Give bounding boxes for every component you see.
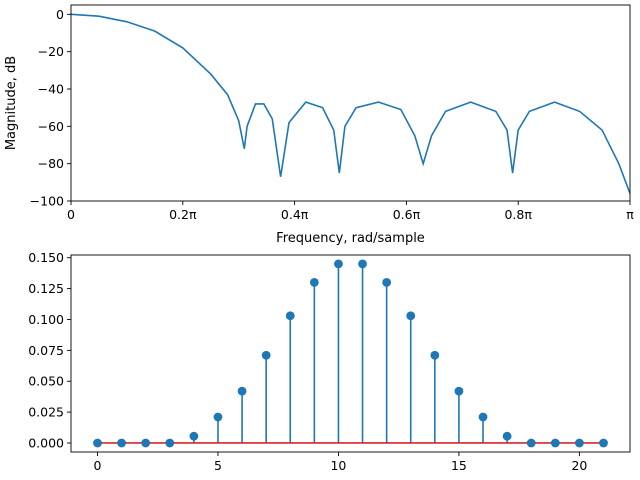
- stem-marker: [550, 438, 560, 448]
- magnitude-plot-frame: [70, 4, 631, 202]
- stem-marker: [358, 259, 367, 269]
- stem-xtick-label: 0: [94, 458, 102, 473]
- stem-chart: 0 5 10 15 20 0.000 0.025 0.050 0.075 0.100 0.125 0.…: [28, 250, 631, 473]
- stem-ytick-label: 0.075: [28, 343, 64, 358]
- magnitude-xtick-label: π: [626, 207, 634, 222]
- stem-marker: [575, 438, 584, 448]
- magnitude-xtick-label: 0.8π: [504, 207, 532, 222]
- stem-xtick-label: 20: [571, 458, 587, 473]
- magnitude-xtick-label: 0.4π: [281, 207, 309, 222]
- magnitude-ytick-label: −100: [30, 194, 64, 209]
- stem-marker: [406, 311, 416, 321]
- stem-ytick-label: 0.100: [28, 312, 64, 327]
- stem-marker: [526, 438, 536, 448]
- magnitude-xtick-label: 0.2π: [169, 207, 197, 222]
- stem-ytick-label: 0.150: [28, 250, 64, 265]
- magnitude-xtick-label: 0.6π: [393, 207, 421, 222]
- stem-marker: [309, 278, 319, 287]
- magnitude-xtick-label: 0: [67, 207, 75, 222]
- magnitude-ytick-label: −20: [38, 44, 64, 59]
- stem-marker: [599, 438, 608, 448]
- stem-plot-frame: [70, 254, 631, 453]
- magnitude-ytick-label: −80: [38, 156, 64, 171]
- magnitude-ytick-label: −60: [38, 119, 64, 134]
- stem-marker: [117, 438, 126, 448]
- stem-marker: [430, 350, 440, 360]
- magnitude-response-line: [70, 13, 631, 194]
- stem-marker: [237, 386, 247, 396]
- stem-marker: [141, 438, 151, 448]
- magnitude-ylabel: Magnitude, dB: [4, 56, 19, 150]
- stem-lines: [193, 263, 508, 443]
- stem-marker: [189, 431, 199, 441]
- stem-ytick-label: 0.050: [28, 374, 64, 389]
- stem-xtick-label: 10: [330, 458, 346, 473]
- stem-marker: [261, 350, 271, 360]
- magnitude-ticks: 0 0.2π 0.4π 0.6π 0.8π π 0 −20 −40 −60 −80 −100: [30, 7, 635, 222]
- stem-ytick-label: 0.125: [28, 281, 64, 296]
- magnitude-chart: 0 0.2π 0.4π 0.6π 0.8π π 0 −20 −40 −60 −80 −100 Freq…: [4, 4, 635, 246]
- stem-marker: [502, 431, 512, 441]
- magnitude-xlabel: Frequency, rad/sample: [276, 231, 425, 246]
- stem-marker: [334, 259, 343, 269]
- stem-marker: [165, 438, 175, 448]
- stem-ytick-label: 0.000: [28, 435, 64, 450]
- stem-marker: [478, 412, 488, 422]
- stem-marker: [285, 311, 295, 321]
- stem-marker: [454, 386, 464, 396]
- stem-xtick-label: 5: [214, 458, 222, 473]
- magnitude-ytick-label: 0: [56, 7, 64, 22]
- stem-markers: [93, 259, 608, 448]
- stem-marker: [213, 412, 223, 422]
- stem-xtick-label: 15: [451, 458, 467, 473]
- stem-marker: [93, 438, 102, 448]
- stem-ticks: 0 5 10 15 20 0.000 0.025 0.050 0.075 0.100 0.125 0.…: [28, 250, 587, 473]
- stem-ytick-label: 0.025: [28, 405, 64, 420]
- magnitude-ytick-label: −40: [38, 82, 64, 97]
- stem-marker: [382, 278, 392, 287]
